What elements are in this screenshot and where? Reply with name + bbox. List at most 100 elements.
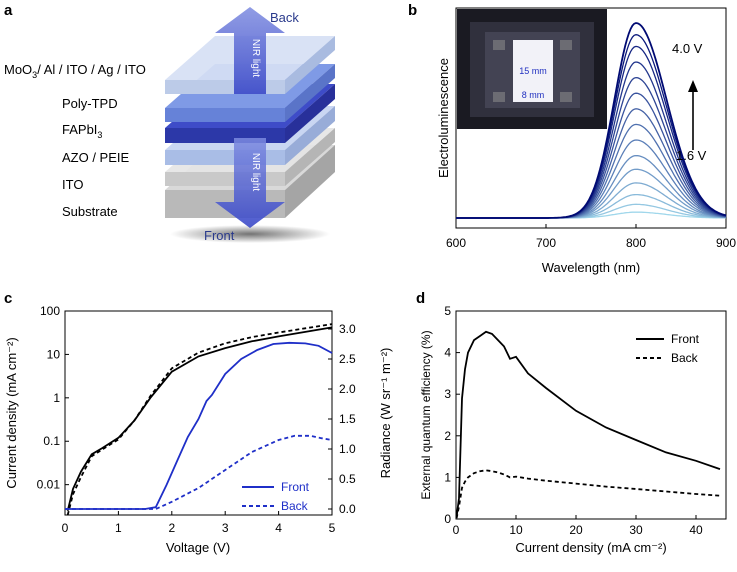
- x-axis-label-d: Current density (mA cm⁻²): [515, 540, 666, 555]
- x-tick-label-b: 900: [716, 236, 736, 250]
- inset-photo: 15 mm 8 mm: [457, 9, 607, 129]
- y-tick-label-left-c: 10: [47, 347, 61, 361]
- y-tick-label-right-c: 2.5: [339, 352, 356, 366]
- legend-back-d: Back: [671, 351, 699, 365]
- ticks-d: 0 10 20 30 40 0 1 2 3 4 5: [444, 304, 703, 537]
- legend-front-d: Front: [671, 332, 700, 346]
- nir-arrow-top: NIR light: [215, 7, 285, 94]
- plot-frame-d: [455, 310, 727, 520]
- label-ito: ITO: [62, 177, 83, 192]
- y-tick-label-d: 4: [444, 346, 451, 360]
- x-tick-label-c: 0: [62, 521, 69, 535]
- nir-arrow-bottom: NIR light: [215, 138, 285, 228]
- x-tick-label-c: 5: [329, 521, 336, 535]
- x-tick-label-d: 10: [509, 523, 523, 537]
- layer-fapbi-front: [165, 128, 285, 143]
- y-tick-label-right-c: 0.0: [339, 502, 356, 516]
- panel-b: b 600 700 800 900 Wavelength (nm) Electrolu…: [408, 2, 736, 275]
- y-tick-label-right-c: 3.0: [339, 322, 356, 336]
- y-tick-label-left-c: 1: [53, 391, 60, 405]
- eqe-curves: [455, 330, 721, 519]
- y-tick-label-left-c: 100: [40, 304, 60, 318]
- layer-azo-front: [165, 150, 285, 165]
- label-substrate: Substrate: [62, 204, 118, 219]
- x-axis-label-c: Voltage (V): [166, 540, 230, 555]
- plot-frame-b: [455, 7, 727, 229]
- legend-c: Front Back: [242, 480, 310, 513]
- y-axis-label-b: Electroluminescence: [436, 58, 451, 178]
- layer-ito-side: [285, 128, 335, 186]
- y-tick-label-right-c: 1.5: [339, 412, 356, 426]
- ticks-c: 0 1 2 3 4 5 0.01 0.1 1 10 100 0.0 0.5 1.0 1.5 2.0 2.5 3.0: [37, 304, 356, 535]
- panel-a: a: [4, 2, 335, 243]
- layer-polytpd-front: [165, 108, 285, 122]
- x-tick-label-d: 0: [453, 523, 460, 537]
- x-tick-label-c: 3: [222, 521, 229, 535]
- nir-label-top: NIR light: [250, 39, 261, 78]
- el-spectra: [456, 22, 727, 219]
- inset-width-label: 15 mm: [519, 66, 547, 76]
- layer-polytpd-side: [285, 64, 335, 122]
- plot-frame-c: [64, 310, 333, 516]
- layer-azo-side: [285, 106, 335, 165]
- el-spectrum-14: [456, 22, 727, 219]
- panel-label-b: b: [408, 2, 417, 19]
- layer-top-electrode-front: [165, 80, 285, 94]
- label-top-electrode: MoO3/ Al / ITO / Ag / ITO: [4, 62, 146, 80]
- label-polytpd: Poly-TPD: [62, 96, 118, 111]
- series-c-0: [66, 326, 333, 512]
- x-tick-label-d: 20: [569, 523, 583, 537]
- x-tick-label-b: 800: [626, 236, 646, 250]
- y-tick-label-d: 1: [444, 470, 451, 484]
- panel-label-d: d: [416, 290, 425, 307]
- layer-top-electrode-side: [285, 36, 335, 94]
- inset-height-label: 8 mm: [522, 90, 545, 100]
- iv-curves: [65, 323, 333, 516]
- y-axis-label-left-c: Current density (mA cm⁻²): [4, 337, 19, 488]
- y-tick-label-d: 0: [444, 512, 451, 526]
- legend-d: Front Back: [636, 332, 700, 365]
- y-tick-label-left-c: 0.01: [37, 478, 61, 492]
- y-tick-label-right-c: 1.0: [339, 442, 356, 456]
- y-axis-label-right-c: Radiance (W sr⁻¹ m⁻²): [378, 348, 393, 479]
- panel-label-c: c: [4, 290, 12, 307]
- layer-substrate-side: [285, 145, 335, 218]
- emitting-pixel: [513, 40, 553, 102]
- panel-c: c 0 1 2 3 4 5 0.01 0.1 1 10 100 0.0 0.5 1.0 1.5 2.0 2.5 3…: [4, 290, 393, 555]
- series-d-front: [455, 330, 721, 518]
- label-front: Front: [204, 228, 235, 243]
- label-back: Back: [270, 10, 299, 25]
- voltage-high-label: 4.0 V: [672, 41, 703, 56]
- panel-d: d 0 10 20 30 40 0 1 2 3 4 5 Current density (mA cm…: [416, 290, 727, 555]
- voltage-low-label: 1.6 V: [676, 148, 707, 163]
- layer-ito-front: [165, 172, 285, 186]
- x-tick-label-d: 30: [629, 523, 643, 537]
- label-azo: AZO / PEIE: [62, 150, 130, 165]
- panel-label-a: a: [4, 2, 13, 19]
- nir-label-bottom: NIR light: [250, 153, 261, 192]
- x-tick-label-c: 1: [115, 521, 122, 535]
- y-tick-label-right-c: 0.5: [339, 472, 356, 486]
- y-axis-label-d: External quantum efficiency (%): [419, 330, 433, 499]
- legend-front-c: Front: [281, 480, 310, 494]
- y-tick-label-d: 2: [444, 429, 451, 443]
- x-tick-label-c: 4: [275, 521, 282, 535]
- x-axis-label-b: Wavelength (nm): [542, 260, 641, 275]
- series-d-back: [455, 469, 721, 519]
- x-tick-label-d: 40: [689, 523, 703, 537]
- legend-back-c: Back: [281, 499, 309, 513]
- series-c-3: [65, 434, 333, 510]
- y-tick-label-d: 5: [444, 304, 451, 318]
- layer-fapbi-side: [285, 84, 335, 143]
- y-tick-label-d: 3: [444, 387, 451, 401]
- series-c-2: [65, 341, 333, 510]
- y-tick-label-right-c: 2.0: [339, 382, 356, 396]
- x-ticks-b: 600 700 800 900: [446, 224, 736, 250]
- shadow: [170, 225, 330, 243]
- y-tick-label-left-c: 0.1: [43, 434, 60, 448]
- x-tick-label-c: 2: [168, 521, 175, 535]
- voltage-arrow: [688, 80, 698, 150]
- x-tick-label-b: 700: [536, 236, 556, 250]
- series-c-1: [66, 323, 333, 516]
